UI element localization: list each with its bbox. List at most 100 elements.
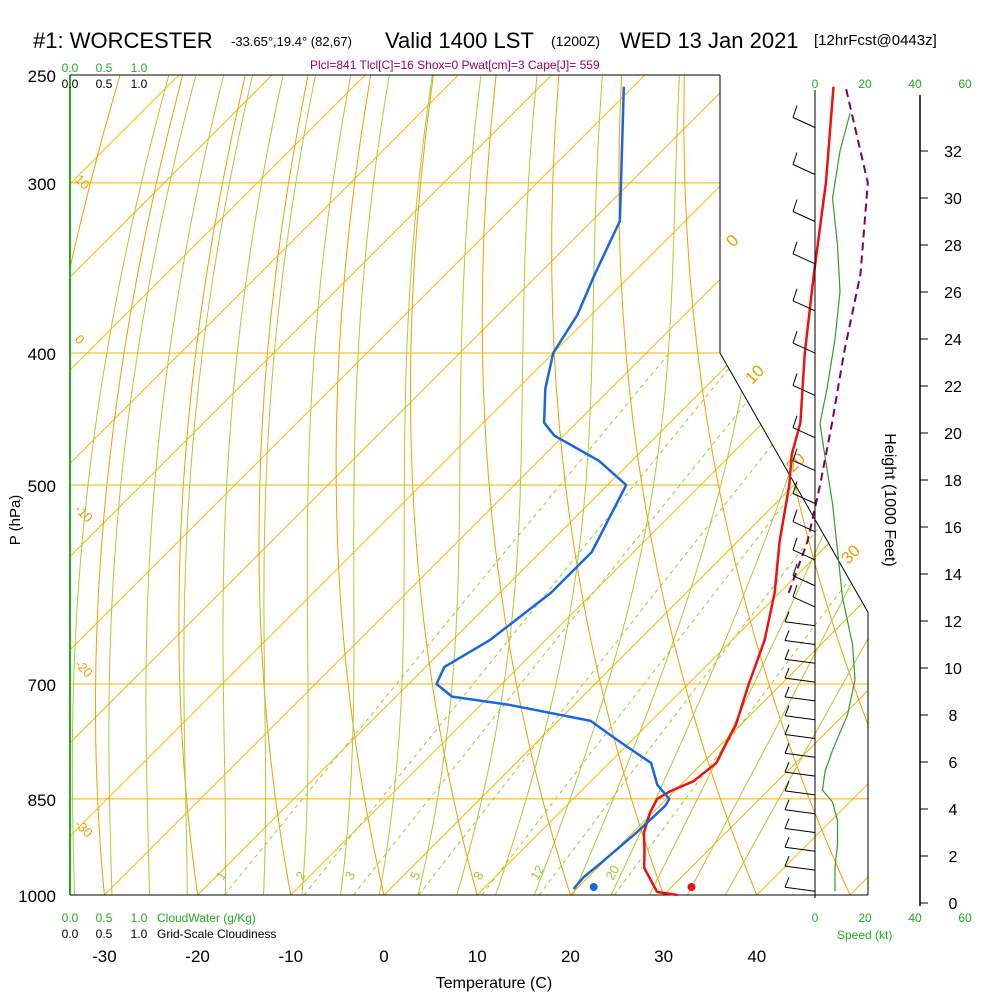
moist-adiabat-line [336,75,416,895]
wind-barb-flag [792,152,798,165]
height-tick-label: 18 [944,473,962,490]
chart-title-bar: #1: WORCESTER -33.65°,19.4° (82,67) Vali… [0,0,1000,60]
moist-adiabat-line [447,75,555,895]
wind-barb-flag [792,584,798,598]
height-tick-label: 2 [949,849,958,866]
wind-barb [784,865,816,871]
cloudwater-tick-bottom: 0.0 [62,911,79,925]
isotherm-line [849,75,868,895]
wind-barb [792,300,816,312]
moist-adiabat-line [298,75,380,895]
speed-tick-bottom: 0 [812,911,819,925]
moist-adiabat-line [261,75,347,895]
wind-barb [792,521,816,533]
wind-barb-flag [784,611,790,622]
speed-axis-label: Speed (kt) [837,928,892,942]
wind-barb-flag [784,761,790,773]
mixing-ratio-label: 12 [527,863,547,883]
moist-adiabats [71,75,868,895]
valid-date: WED 13 Jan 2021 [620,28,799,53]
moist-adiabat-line [597,75,868,895]
dry-adiabat-label: -20 [72,657,96,681]
moist-adiabat-line [671,75,868,895]
dry-adiabats [70,0,1000,924]
wind-barb [792,164,816,175]
isotherm-line [70,75,684,895]
wind-barb [784,677,816,683]
wind-barb [784,621,816,627]
isotherms [70,75,868,895]
wind-barb [792,549,816,561]
surface-temperature-marker [687,883,696,891]
wind-barb [784,846,816,852]
pressure-tick-label: 850 [28,791,56,810]
parcel-profile-line [787,86,869,594]
height-tick-label: 28 [944,238,962,255]
height-tick-label: 6 [949,755,958,772]
isotherm-line [70,75,868,895]
dry-adiabat-line [335,75,398,895]
cloudiness-tick-bottom: 1.0 [131,927,148,941]
wind-barb-flag [792,448,798,461]
wind-barb-flag [792,288,798,301]
isotherm-line [70,75,405,895]
cloudwater-tick-top: 0.0 [62,61,79,75]
wind-barb [792,493,816,504]
wind-barb-flag [784,818,790,829]
cloudwater-tick-top: 1.0 [131,61,148,75]
temperature-tick-label: 40 [747,947,766,966]
wind-barb-flag [784,649,790,660]
height-tick-label: 8 [949,708,958,725]
cloudiness-axis-label: Grid-Scale Cloudiness [157,927,276,941]
moist-adiabat-line [108,75,235,895]
cloudwater-tick-bottom: 0.5 [96,911,113,925]
temperature-tick-label: -30 [92,947,117,966]
temperature-axis-label: Temperature (C) [436,975,552,992]
dry-adiabat-label: 10 [72,172,93,193]
dewpoint-profile-line [435,86,671,890]
wind-barb [784,696,816,702]
dry-adiabat-line [926,0,1000,924]
wind-barb-flag [792,105,798,118]
wind-barb-flag [784,743,790,754]
cloudwater-tick-bottom: 1.0 [131,911,148,925]
temperature-tick-label: -20 [185,947,210,966]
dry-adiabat-line [807,75,868,895]
wind-barb-flag [784,667,790,679]
temperature-tick-labels: -30 -20 -10 0 10 20 30 40 [92,947,766,966]
dry-adiabat-label: 0 [722,231,742,251]
diagnostics-line: Plcl=841 Tlcl[C]=16 Shox=0 Pwat[cm]=3 Ca… [310,58,600,72]
isotherm-line [663,75,868,895]
temperature-profile-line [642,86,835,897]
wind-barb [784,828,816,833]
station-coordinates: -33.65°,19.4° (82,67) [231,34,352,49]
wind-barb [784,809,816,815]
cloudwater-scale: 0.0 0.0 0.0 0.0 0.5 0.5 0.5 0.5 1.0 1.0 1.0 1.0 Clou… [62,61,277,941]
dry-adiabat-line [409,75,486,895]
moist-adiabat-line [145,75,261,895]
wind-barb-flag [784,799,790,810]
cloudiness-tick-bottom: 0.0 [62,927,79,941]
wind-barb [792,460,816,472]
moist-adiabat-line [634,75,868,895]
moist-adiabat-line [222,75,316,895]
wind-barb [792,342,816,354]
wind-barb-flag [784,855,790,867]
wind-speed-profile-line [819,113,856,892]
height-tick-label: 22 [944,379,962,396]
isotherm-line [476,75,868,895]
wind-barb-flag [784,837,790,848]
temperature-tick-label: 0 [379,947,388,966]
isotherm-line [104,75,868,895]
moist-adiabat-line [485,75,617,895]
wind-barb-flag [792,373,798,386]
wind-barb-flag [784,724,790,735]
station-name: #1: WORCESTER [33,28,213,53]
height-tick-label: 4 [949,802,958,819]
wind-barb [784,886,816,892]
cloudiness-tick-top: 0.0 [62,77,79,91]
moist-adiabat-line [410,75,502,895]
wind-barb-flag [784,630,790,641]
moist-adiabat-line [522,75,690,895]
